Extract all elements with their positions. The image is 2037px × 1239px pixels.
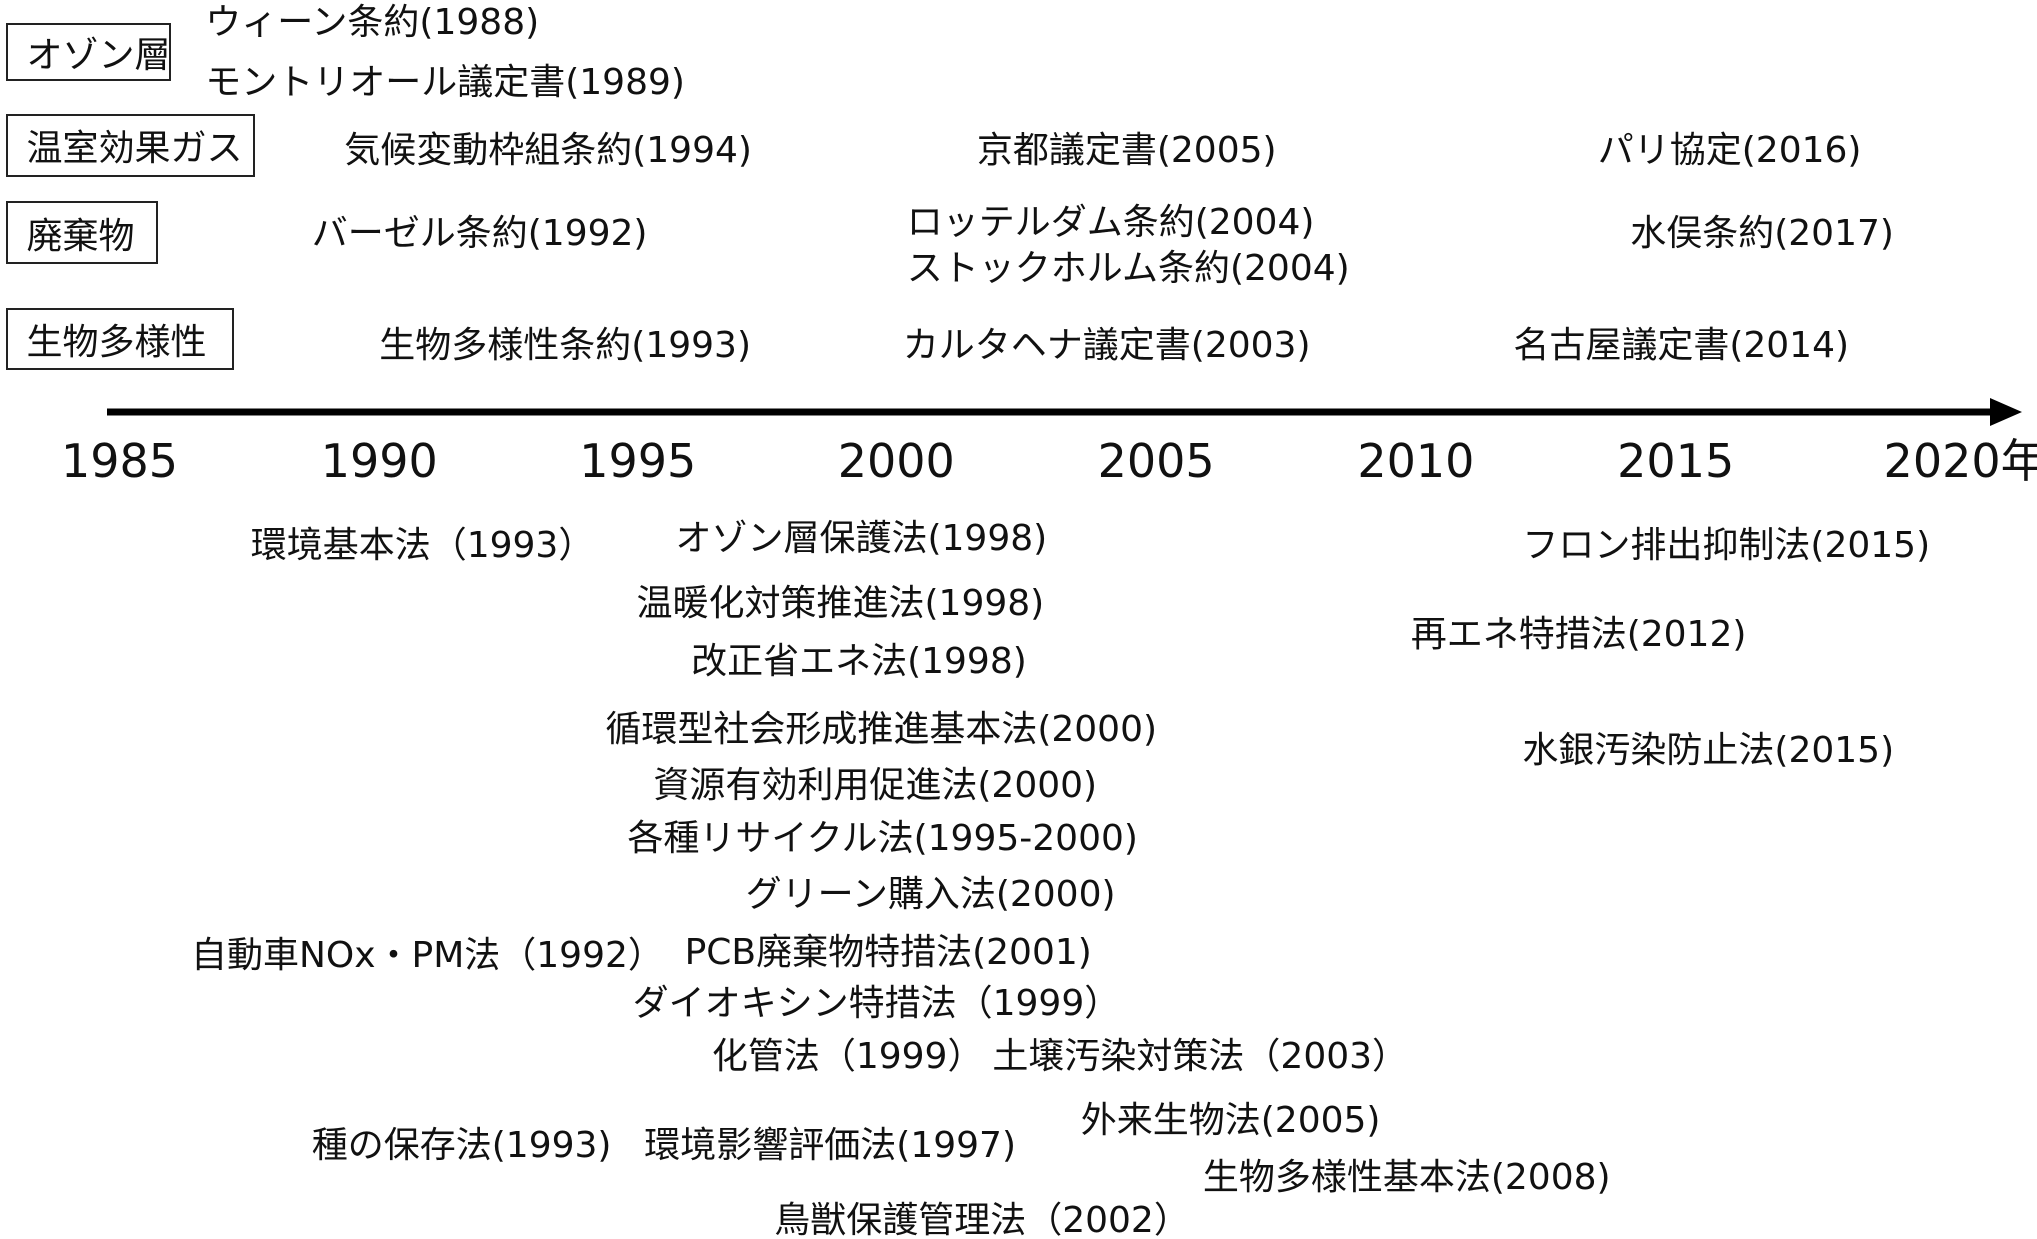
law: 鳥獣保護管理法（2002） xyxy=(774,1200,1190,1239)
treaty: ウィーン条約(1988) xyxy=(205,2,540,44)
law: グリーン購入法(2000) xyxy=(745,874,1116,915)
year-label: 2010 xyxy=(1357,434,1475,489)
law: 外来生物法(2005) xyxy=(1080,1100,1381,1142)
treaty: 生物多様性条約(1993) xyxy=(379,324,752,366)
law: 水銀汚染防止法(2015) xyxy=(1522,729,1895,771)
year-label: 2000 xyxy=(837,434,955,489)
year-label: 1985 xyxy=(60,434,179,489)
year-label: 1990 xyxy=(320,434,438,489)
treaty: 気候変動枠組条約(1994) xyxy=(344,129,752,171)
treaty: カルタヘナ議定書(2003) xyxy=(902,324,1311,366)
year-label: 2020年 xyxy=(1883,434,2037,489)
year-label: 2015 xyxy=(1617,434,1735,489)
category-box: 生物多様性 xyxy=(6,307,234,371)
law: 再エネ特措法(2012) xyxy=(1410,614,1747,656)
law: 環境基本法（1993） xyxy=(250,524,595,566)
law: 生物多様性基本法(2008) xyxy=(1202,1157,1611,1199)
law: 種の保存法(1993) xyxy=(311,1124,612,1166)
law: 環境影響評価法(1997) xyxy=(644,1124,1017,1166)
treaty: 水俣条約(2017) xyxy=(1630,212,1894,254)
law: 改正省エネ法(1998) xyxy=(691,641,1027,683)
arrow-head xyxy=(1990,398,2022,426)
law: 温暖化対策推進法(1998) xyxy=(636,583,1045,625)
treaty: パリ協定(2016) xyxy=(1597,129,1862,171)
treaty: バーゼル条約(1992) xyxy=(311,212,648,254)
law: ダイオキシン特措法（1999） xyxy=(632,983,1121,1025)
year-label: 1995 xyxy=(579,434,697,489)
law: 化管法（1999） xyxy=(711,1036,984,1078)
category-box: 温室効果ガス xyxy=(6,114,255,177)
treaty: ストックホルム条約(2004) xyxy=(906,247,1350,289)
law: 各種リサイクル法(1995-2000) xyxy=(627,818,1138,860)
law: 土壌汚染対策法（2003） xyxy=(992,1036,1409,1078)
year-label: 2005 xyxy=(1097,434,1215,489)
treaty: 京都議定書(2005) xyxy=(976,129,1277,171)
law: オゾン層保護法(1998) xyxy=(675,518,1048,560)
treaty: ロッテルダム条約(2004) xyxy=(906,202,1315,244)
law: フロン排出抑制法(2015) xyxy=(1522,524,1931,566)
category-box: 廃棄物 xyxy=(6,201,159,264)
treaty: 名古屋議定書(2014) xyxy=(1513,324,1850,366)
law: 自動車NOx・PM法（1992） xyxy=(190,935,664,977)
law: 循環型社会形成推進基本法(2000) xyxy=(605,709,1158,751)
treaty: モントリオール議定書(1989) xyxy=(205,62,685,104)
law: PCB廃棄物特措法(2001) xyxy=(684,932,1092,974)
category-box: オゾン層 xyxy=(6,23,172,81)
law: 資源有効利用促進法(2000) xyxy=(653,764,1098,806)
